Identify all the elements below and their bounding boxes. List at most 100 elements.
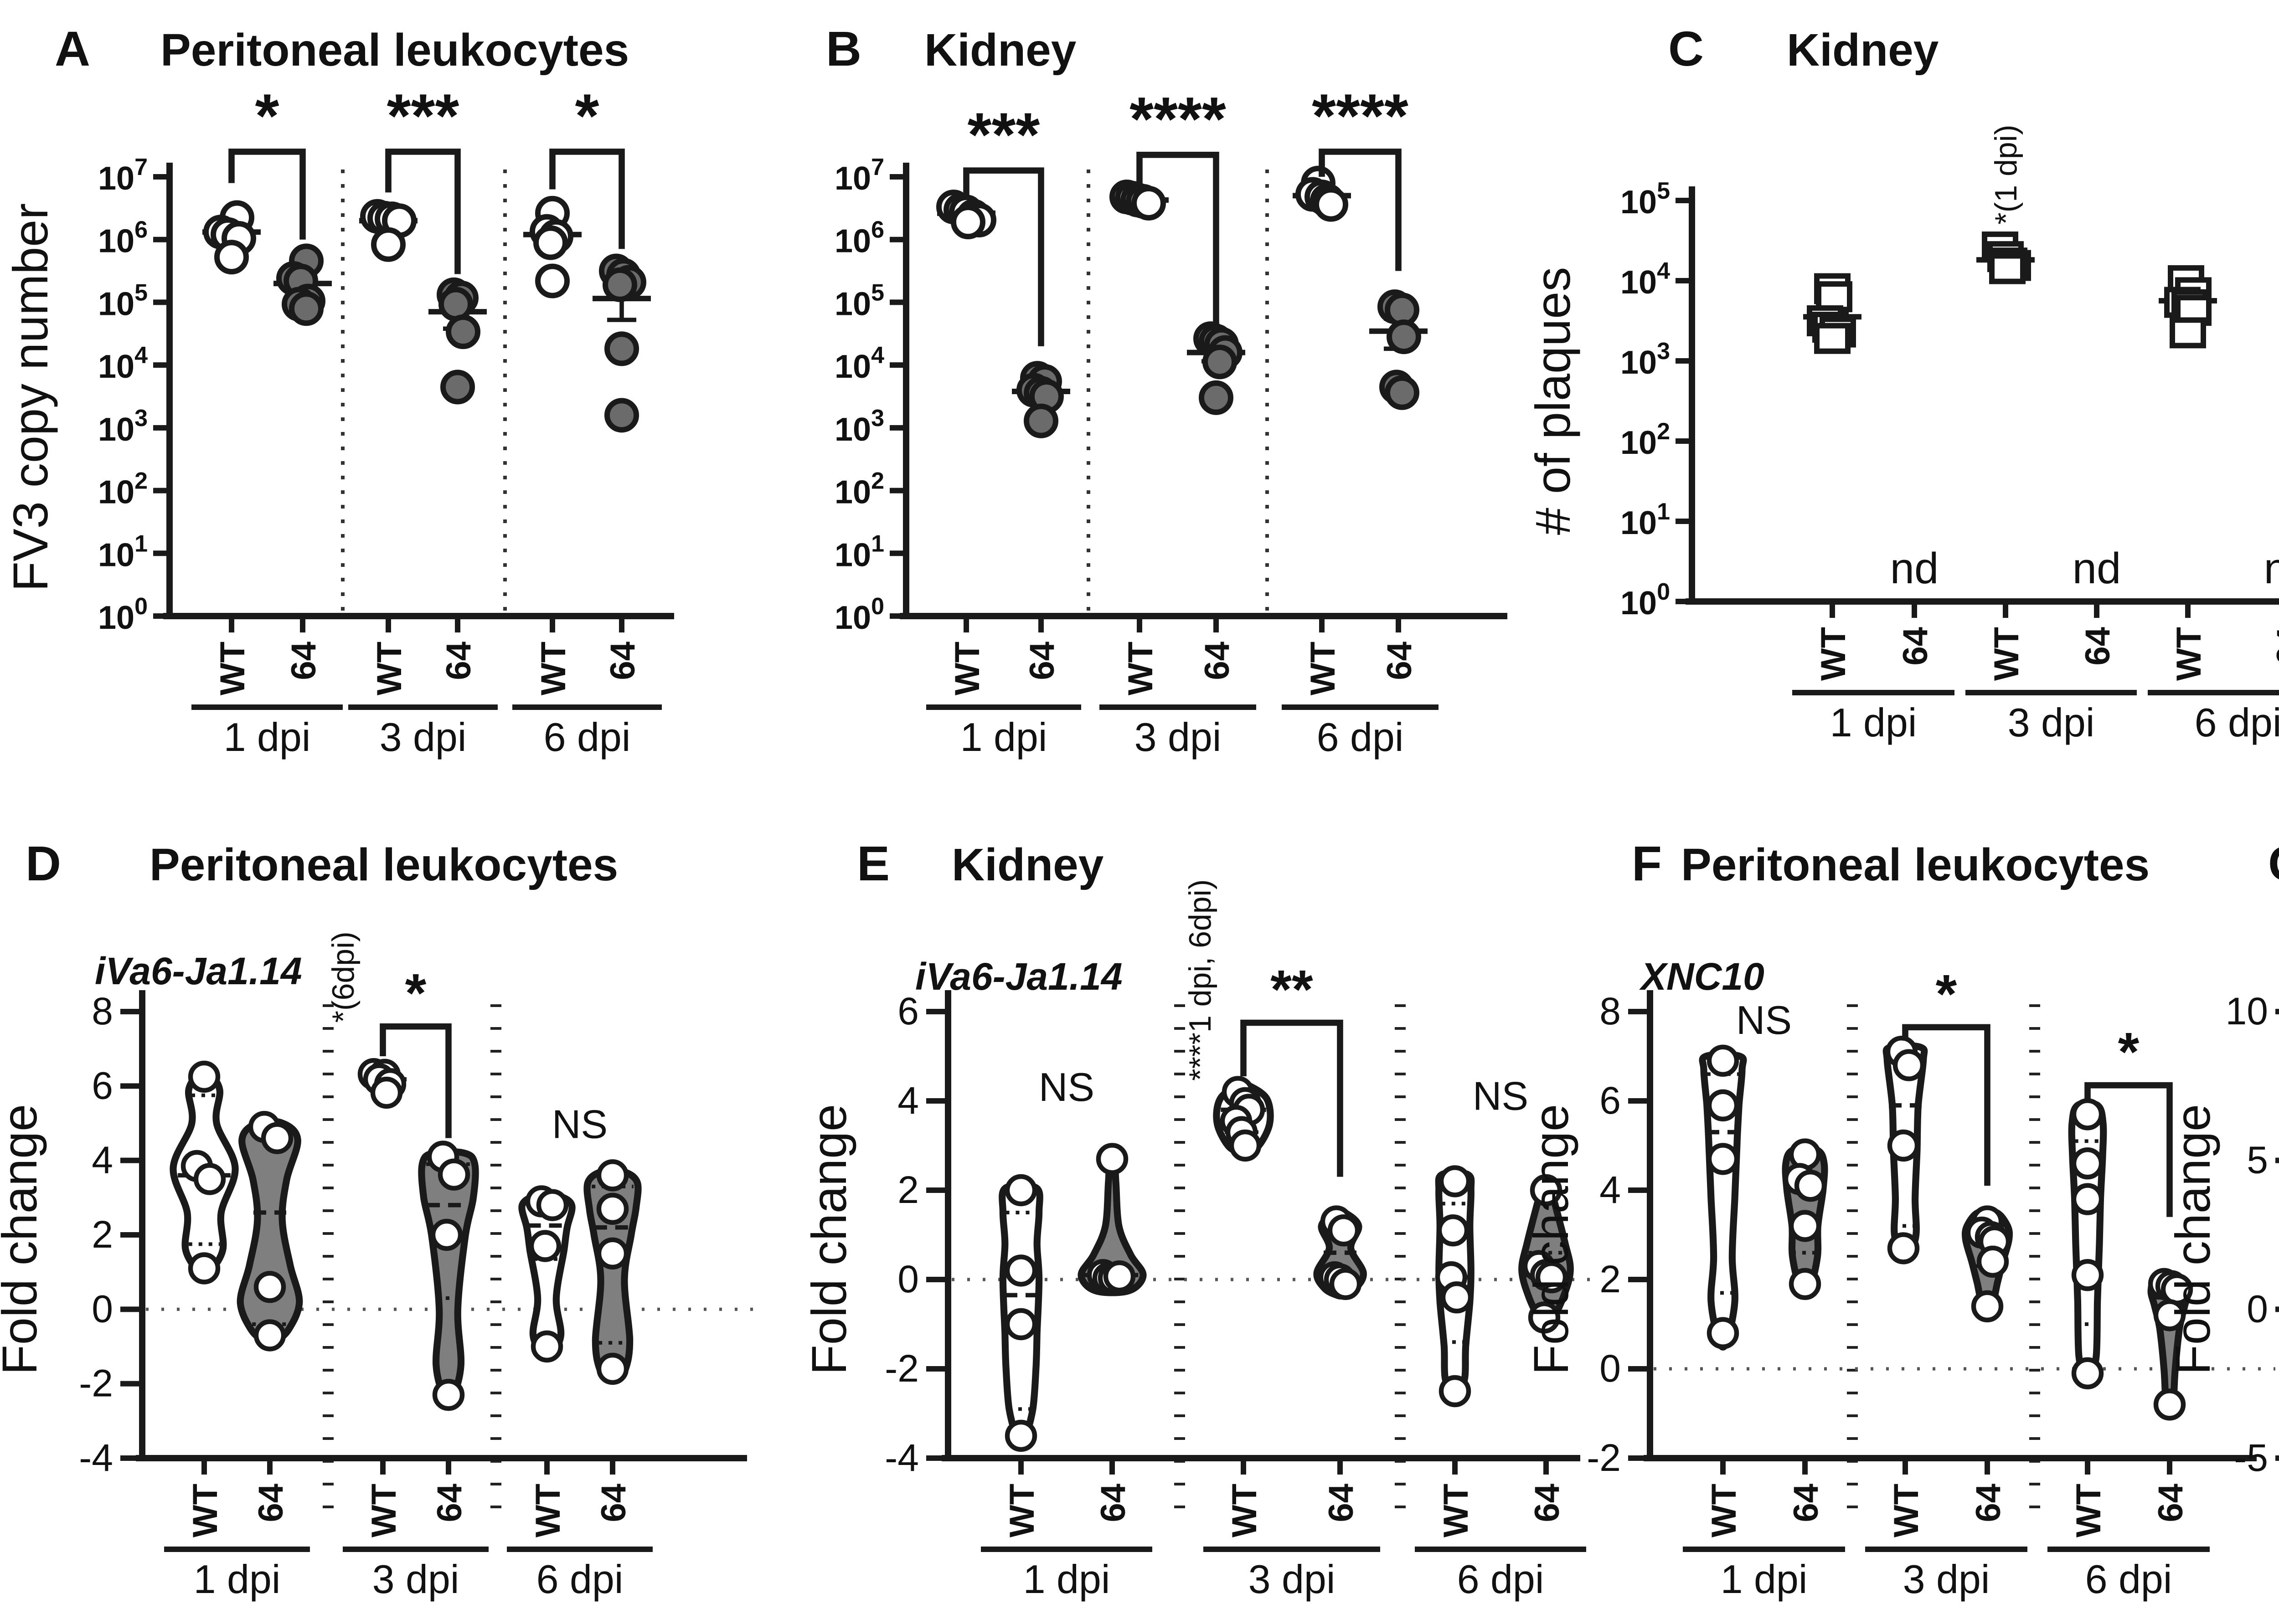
violin-1dpi-WT (999, 1174, 1043, 1452)
x-tick-label-group: WT (186, 1484, 225, 1537)
data-point (1314, 187, 1348, 222)
group-label: 1 dpi (960, 714, 1047, 760)
annotation: *(1 dpi) (1989, 125, 2023, 225)
group-label: 3 dpi (1903, 1557, 1990, 1602)
group-label: 1 dpi (1830, 700, 1917, 745)
data-point (535, 263, 570, 298)
x-tick-label: WT (213, 642, 252, 695)
group-label: 6 dpi (2085, 1557, 2172, 1602)
group-label: 1 dpi (1721, 1557, 1808, 1602)
y-tick-label: -2 (885, 1347, 919, 1390)
significance-stars: * (1936, 963, 1957, 1024)
group-label: 6 dpi (1317, 714, 1404, 760)
data-point (440, 370, 475, 405)
x-tick-label: WT (1437, 1484, 1475, 1537)
x-tick-label-group: 64 (603, 642, 642, 680)
y-axis-label: FV3 copy number (3, 203, 58, 591)
data-point (370, 1076, 403, 1109)
data-point (289, 291, 324, 326)
violin-6dpi-WT (2068, 1098, 2107, 1390)
data-point (188, 1252, 221, 1285)
violin-6dpi-64 (2147, 1268, 2193, 1421)
panel-C: 100 101 102 103 104 105 nd nd nd WT 64 WT 64 WT 64 1 dp… (1525, 21, 2279, 745)
data-point (2071, 1357, 2104, 1390)
x-tick-label: 64 (2078, 627, 2117, 666)
x-tick-label-group: WT (948, 642, 987, 695)
violin-3dpi-64 (1313, 1205, 1367, 1300)
x-tick-label: 64 (1023, 642, 1062, 680)
data-point (1439, 1375, 1471, 1408)
nd-label: nd (1890, 544, 1939, 593)
significance-bracket (380, 1023, 452, 1138)
panel-letter: B (826, 21, 861, 76)
y-tick-label: 103 (835, 405, 884, 448)
significance-bracket (1319, 149, 1402, 271)
data-point (596, 1159, 629, 1192)
x-tick-label-group: 64 (2270, 627, 2279, 666)
y-tick-label: 104 (835, 342, 884, 385)
x-tick-label-group: WT (1987, 627, 2026, 681)
ns-annotation: NS (1473, 1074, 1528, 1119)
group-label: 3 dpi (372, 1557, 459, 1602)
significance-stars: **** (1129, 84, 1226, 154)
data-point (2071, 1183, 2104, 1215)
column-6dpi-64 (593, 253, 651, 433)
x-tick-label-group: WT (1225, 1484, 1264, 1537)
y-tick-label: 104 (98, 342, 148, 385)
significance-bracket (963, 167, 1044, 346)
panel-letter: G (2268, 836, 2279, 891)
y-tick-label: 0 (2247, 1287, 2268, 1330)
data-point (1103, 1260, 1136, 1293)
data-point (1005, 1174, 1037, 1207)
data-point (1989, 253, 2026, 284)
x-tick-label: WT (1304, 642, 1342, 695)
y-tick-label: 102 (835, 468, 884, 511)
y-tick-label: 6 (92, 1064, 113, 1107)
panel-letter: C (1668, 21, 1704, 76)
y-axis-label-group: # of plaques (1525, 267, 1580, 535)
violin-3dpi-WT (1213, 1076, 1274, 1162)
x-tick-label-group: 64 (1528, 1484, 1567, 1522)
y-axis-label: Fold change (1523, 1104, 1578, 1375)
x-tick-label: 64 (439, 642, 478, 680)
x-tick-label: 64 (1896, 627, 1935, 666)
x-tick-label: 64 (430, 1484, 469, 1522)
annotation: ****1 dpi, 6dpi) (1183, 879, 1217, 1081)
y-tick-label: 101 (835, 530, 884, 573)
x-tick-label-group: WT (1003, 1484, 1042, 1537)
data-point (1096, 1143, 1129, 1175)
y-tick-label: -4 (885, 1436, 919, 1479)
gene-label: iVa6-Ja1.14 (95, 950, 302, 992)
data-point (1530, 1174, 1562, 1207)
panel-letter: D (26, 836, 61, 891)
group-label: 6 dpi (544, 714, 631, 760)
panel-title: Peritoneal leukocytes (1681, 839, 2150, 890)
panel-letter: F (1632, 836, 1662, 891)
x-tick-label-group: WT (1887, 1484, 1926, 1537)
data-point (604, 331, 639, 366)
x-tick-label: 64 (1380, 642, 1419, 680)
violin-1dpi-WT (1699, 1044, 1747, 1351)
x-tick-label: WT (186, 1484, 225, 1537)
nd-label: nd (2264, 544, 2279, 593)
x-tick-label: 64 (284, 642, 323, 680)
y-tick-label: 5 (2247, 1139, 2268, 1182)
y-axis-label-group: FV3 copy number (3, 203, 58, 591)
y-axis-label: Fold change (801, 1104, 856, 1375)
data-point (1971, 1290, 2004, 1323)
group-label: 3 dpi (380, 714, 467, 760)
x-tick-label-group: WT (1437, 1484, 1475, 1537)
x-tick-label-group: WT (1121, 642, 1160, 695)
annotation-rotated: *(6dpi) (326, 931, 361, 1023)
x-tick-label: WT (1225, 1484, 1264, 1537)
x-tick-label: WT (2069, 1484, 2108, 1537)
y-tick-label: 101 (1620, 499, 1670, 541)
y-tick-label: 102 (1620, 418, 1670, 461)
significance-stars: * (255, 81, 279, 150)
x-tick-label: WT (1003, 1484, 1042, 1537)
violin-6dpi-64 (1518, 1174, 1574, 1334)
violin-6dpi-64 (583, 1159, 642, 1385)
group-label: 6 dpi (2195, 700, 2279, 745)
